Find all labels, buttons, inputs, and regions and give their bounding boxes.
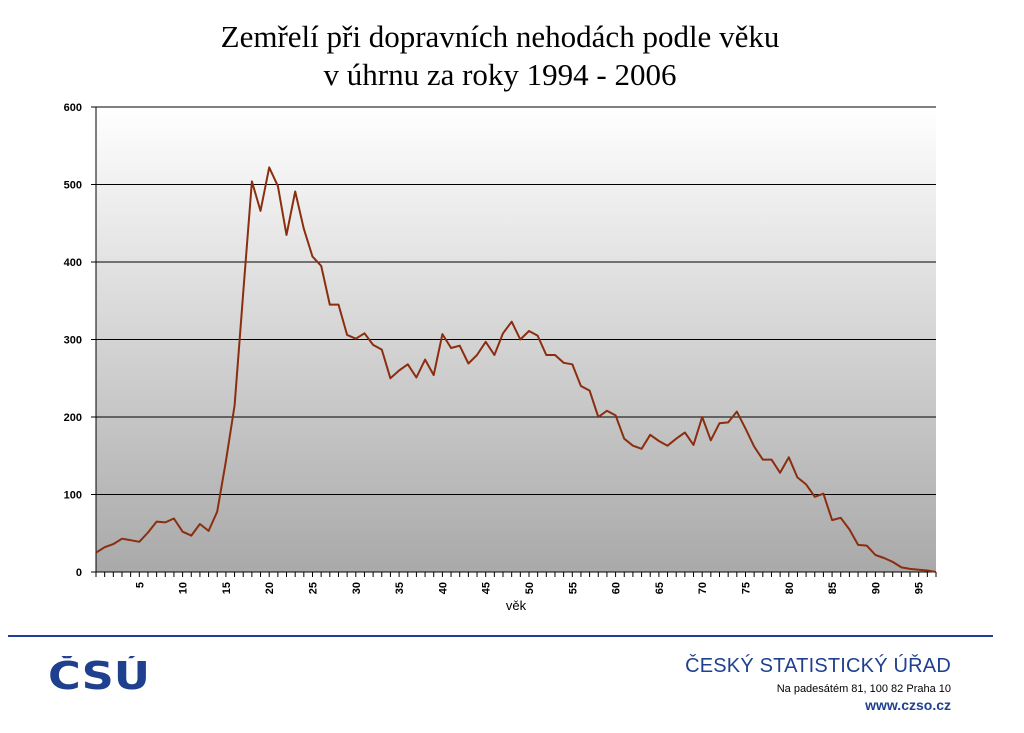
y-tick-label: 600: [64, 102, 82, 114]
x-axis-title: věk: [506, 598, 527, 613]
x-tick-label: 30: [351, 582, 363, 594]
y-tick-label: 100: [64, 490, 82, 502]
organization-address: Na padesátém 81, 100 82 Praha 10: [776, 683, 951, 695]
x-tick-label: 25: [307, 582, 319, 594]
chart-title-line-2: v úhrnu za roky 1994 - 2006: [323, 57, 677, 92]
chart-title: Zemřelí při dopravních nehodách podle vě…: [0, 18, 1000, 94]
x-tick-label: 60: [611, 582, 623, 594]
y-tick-labels: 0 100 200 300 400 500 600: [64, 102, 82, 579]
footer-divider: [8, 635, 993, 637]
chart-title-line-1: Zemřelí při dopravních nehodách podle vě…: [220, 19, 780, 54]
series-line: [95, 166, 937, 573]
x-tick-label: 55: [567, 582, 579, 594]
y-tick-label: 300: [64, 335, 82, 347]
x-tick-labels: 5 10 15 20 25 30 35 40 45 50 55 60 65 70 75 80 85 90 95: [134, 582, 925, 594]
csu-logo-text: ČSÚ: [48, 656, 150, 692]
grid-lines: [96, 106, 936, 495]
y-tick-label: 0: [76, 567, 82, 579]
csu-logo: ČSÚ: [48, 656, 150, 692]
x-tick-label: 5: [134, 582, 146, 588]
x-tick-label: 40: [437, 582, 449, 594]
x-tick-label: 95: [914, 582, 926, 594]
x-tick-label: 90: [870, 582, 882, 594]
y-tick-label: 400: [64, 257, 82, 269]
x-tick-label: 70: [697, 582, 709, 594]
x-tick-label: 50: [524, 582, 536, 594]
axes: [91, 106, 937, 577]
x-tick-label: 15: [221, 582, 233, 594]
x-tick-label: 80: [784, 582, 796, 594]
x-tick-label: 85: [827, 582, 839, 594]
x-tick-label: 65: [654, 582, 666, 594]
x-tick-label: 35: [394, 582, 406, 594]
x-tick-label: 75: [740, 582, 752, 594]
y-tick-label: 200: [64, 412, 82, 424]
organization-website-link[interactable]: www.czso.cz: [865, 697, 951, 713]
organization-name: ČESKÝ STATISTICKÝ ÚŘAD: [685, 655, 951, 677]
x-tick-label: 45: [481, 582, 493, 594]
x-tick-label: 10: [178, 582, 190, 594]
y-tick-label: 500: [64, 180, 82, 192]
x-tick-label: 20: [264, 582, 276, 594]
